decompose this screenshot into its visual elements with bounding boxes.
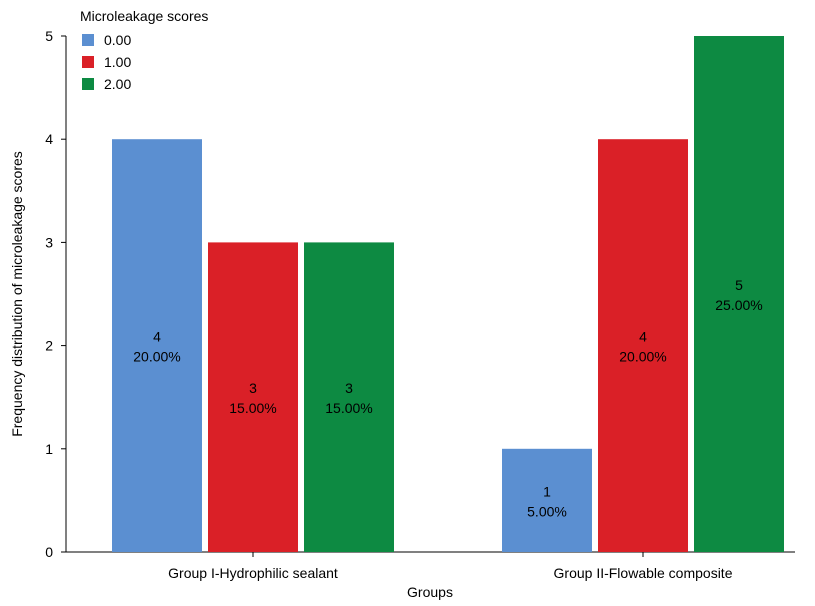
bar-count-label: 4 xyxy=(153,329,161,345)
x-tick-label: Group II-Flowable composite xyxy=(554,565,733,581)
y-tick-label: 5 xyxy=(45,28,53,44)
bar xyxy=(694,36,784,552)
bar-percent-label: 20.00% xyxy=(133,349,180,365)
y-tick-label: 2 xyxy=(45,338,53,354)
legend-label: 1.00 xyxy=(104,54,131,70)
legend-swatch xyxy=(82,34,94,46)
legend-label: 0.00 xyxy=(104,32,131,48)
y-tick-label: 3 xyxy=(45,234,53,250)
x-axis-title: Groups xyxy=(407,584,453,600)
y-tick-label: 4 xyxy=(45,131,53,147)
y-tick-label: 1 xyxy=(45,441,53,457)
y-ticks: 0 1 2 3 4 5 xyxy=(45,28,66,560)
bar-percent-label: 5.00% xyxy=(527,503,567,519)
bar-percent-label: 15.00% xyxy=(325,400,372,416)
bar-count-label: 1 xyxy=(543,483,551,499)
bar-count-label: 3 xyxy=(249,380,257,396)
x-tick-label: Group I-Hydrophilic sealant xyxy=(168,565,338,581)
bar xyxy=(112,139,202,552)
bar-count-label: 5 xyxy=(735,277,743,293)
legend: Microleakage scores 0.00 1.00 2.00 xyxy=(80,8,208,92)
legend-label: 2.00 xyxy=(104,76,131,92)
bars: 420.00%315.00%315.00%15.00%420.00%525.00… xyxy=(112,36,784,552)
y-tick-label: 0 xyxy=(45,544,53,560)
legend-swatch xyxy=(82,56,94,68)
bar xyxy=(304,242,394,552)
bar-percent-label: 15.00% xyxy=(229,400,276,416)
bar xyxy=(208,242,298,552)
bar-percent-label: 20.00% xyxy=(619,349,666,365)
bar-count-label: 3 xyxy=(345,380,353,396)
bar xyxy=(598,139,688,552)
y-axis-title: Frequency distribution of microleakage s… xyxy=(9,151,25,437)
legend-swatch xyxy=(82,78,94,90)
x-ticks: Group I-Hydrophilic sealant Group II-Flow… xyxy=(168,552,733,581)
bar-percent-label: 25.00% xyxy=(715,297,762,313)
legend-title: Microleakage scores xyxy=(80,8,208,24)
bar xyxy=(502,448,592,552)
bar-count-label: 4 xyxy=(639,329,647,345)
